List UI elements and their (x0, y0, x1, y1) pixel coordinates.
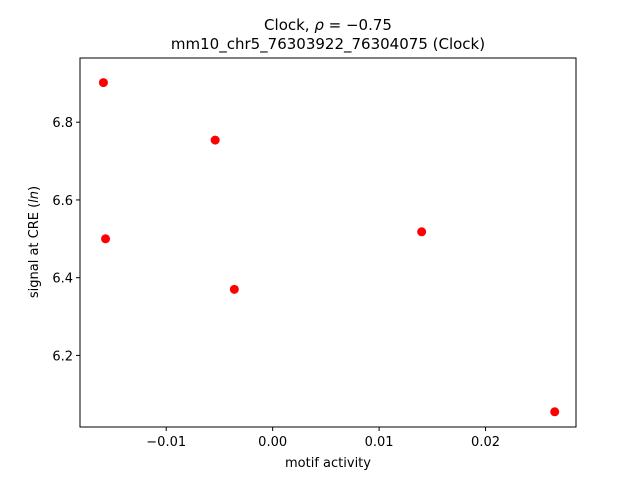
x-axis-ticks: −0.01 0.00 0.01 0.02 (146, 427, 500, 450)
y-axis-label: signal at CRE (ln) (27, 186, 42, 298)
scatter-point (417, 227, 427, 237)
data-points (98, 78, 560, 417)
scatter-point (210, 135, 220, 145)
y-tick-label: 6.4 (52, 272, 73, 287)
y-tick-label: 6.6 (52, 194, 73, 209)
scatter-point (229, 284, 239, 294)
y-tick-label: 6.8 (52, 116, 73, 131)
y-axis-ticks: 6.2 6.4 6.6 6.8 (52, 116, 80, 364)
x-tick-label: 0.00 (258, 435, 287, 450)
x-tick-label: 0.02 (471, 435, 500, 450)
plot-area-frame (79, 57, 577, 428)
scatter-point (550, 407, 560, 417)
chart-title-line1: Clock, ρ = −0.75 (264, 16, 392, 34)
x-axis-label: motif activity (285, 456, 371, 471)
x-tick-label: 0.01 (365, 435, 394, 450)
x-tick-label: −0.01 (146, 435, 186, 450)
y-tick-label: 6.2 (52, 349, 73, 364)
scatter-point (101, 234, 111, 244)
chart-title-line2: mm10_chr5_76303922_76304075 (Clock) (171, 35, 485, 54)
scatter-point (98, 78, 108, 88)
